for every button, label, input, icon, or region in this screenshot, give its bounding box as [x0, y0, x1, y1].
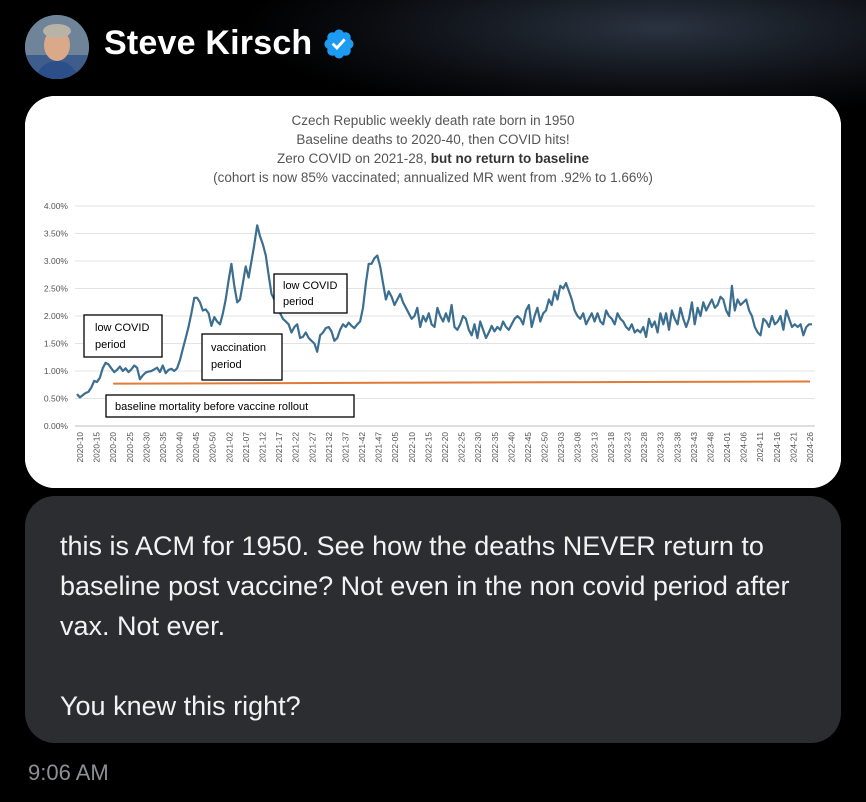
x-tick-label: 2023-33: [656, 432, 666, 463]
x-tick-label: 2023-28: [639, 432, 649, 463]
chart-title-line-1: Czech Republic weekly death rate born in…: [292, 113, 575, 128]
x-tick-label: 2023-38: [672, 432, 682, 463]
x-tick-label: 2021-22: [291, 432, 301, 463]
message-text: this is ACM for 1950. See how the deaths…: [60, 531, 790, 721]
x-tick-label: 2023-43: [689, 432, 699, 463]
chart-title-line-4: (cohort is now 85% vaccinated; annualize…: [213, 170, 653, 185]
x-tick-label: 2024-06: [739, 432, 749, 463]
annotation-text: low COVID: [95, 322, 149, 334]
annotation-low-covid-2: low COVID period: [273, 273, 348, 314]
x-tick-label: 2021-47: [374, 432, 384, 463]
annotation-text: period: [283, 296, 314, 308]
chart-series: [76, 224, 812, 399]
x-tick-label: 2020-40: [175, 432, 185, 463]
x-tick-label: 2023-23: [623, 432, 633, 463]
annotation-low-covid-1: low COVID period: [83, 314, 163, 358]
x-tick-label: 2022-15: [423, 432, 433, 463]
y-tick-label: 0.00%: [44, 421, 69, 431]
y-tick-label: 1.00%: [44, 366, 69, 376]
x-tick-label: 2020-10: [75, 432, 85, 463]
x-tick-label: 2022-40: [506, 432, 516, 463]
x-tick-label: 2022-45: [523, 432, 533, 463]
author-name[interactable]: Steve Kirsch: [104, 24, 313, 62]
x-tick-label: 2021-17: [274, 432, 284, 463]
annotation-vaccination: vaccination period: [201, 333, 283, 381]
y-tick-label: 2.50%: [44, 284, 69, 294]
chart-title-line-2: Baseline deaths to 2020-40, then COVID h…: [296, 132, 569, 147]
annotation-baseline: baseline mortality before vaccine rollou…: [105, 394, 355, 418]
x-tick-label: 2022-30: [473, 432, 483, 463]
x-tick-label: 2023-18: [606, 432, 616, 463]
chart: Czech Republic weekly death rate born in…: [25, 96, 841, 488]
y-tick-label: 1.50%: [44, 339, 69, 349]
chart-title-line-3: Zero COVID on 2021-28, but no return to …: [277, 151, 590, 166]
y-tick-label: 3.50%: [44, 229, 69, 239]
x-tick-label: 2022-10: [407, 432, 417, 463]
x-tick-label: 2021-37: [340, 432, 350, 463]
avatar[interactable]: [25, 15, 89, 79]
x-axis-ticks: 2020-10 2020-15 2020-20 2020-25 2020-30 2020-…: [75, 432, 815, 463]
verified-badge-icon: [324, 28, 354, 59]
x-tick-label: 2024-21: [788, 432, 798, 463]
chart-image[interactable]: Czech Republic weekly death rate born in…: [25, 96, 841, 488]
y-tick-label: 2.00%: [44, 311, 69, 321]
x-tick-label: 2023-03: [556, 432, 566, 463]
x-tick-label: 2021-07: [241, 432, 251, 463]
x-tick-label: 2024-26: [805, 432, 815, 463]
chart-gridlines: [75, 205, 815, 427]
x-tick-label: 2020-25: [125, 432, 135, 463]
x-tick-label: 2023-08: [573, 432, 583, 463]
x-tick-label: 2020-50: [208, 432, 218, 463]
x-tick-label: 2021-42: [357, 432, 367, 463]
x-tick-label: 2024-11: [755, 432, 765, 462]
annotation-text: low COVID: [283, 280, 337, 292]
chart-title-line-3-regular: Zero COVID on 2021-28,: [277, 151, 431, 166]
x-tick-label: 2023-48: [705, 432, 715, 463]
x-tick-label: 2020-15: [92, 432, 102, 463]
x-tick-label: 2024-16: [772, 432, 782, 463]
x-tick-label: 2022-25: [457, 432, 467, 463]
x-tick-label: 2022-05: [390, 432, 400, 463]
x-tick-label: 2023-13: [589, 432, 599, 463]
x-tick-label: 2022-50: [540, 432, 550, 463]
annotation-text: vaccination: [211, 342, 266, 354]
x-tick-label: 2021-12: [258, 432, 268, 463]
y-tick-label: 4.00%: [44, 201, 69, 211]
message-bubble[interactable]: this is ACM for 1950. See how the deaths…: [25, 496, 841, 743]
post-header: Steve Kirsch: [104, 24, 356, 63]
x-tick-label: 2021-27: [307, 432, 317, 463]
chart-title-line-3-bold: but no return to baseline: [431, 151, 590, 166]
annotation-text: period: [211, 359, 242, 371]
y-axis-ticks: 0.00% 0.50% 1.00% 1.50% 2.00% 2.50% 3.00% 3.50%…: [44, 201, 69, 431]
y-tick-label: 3.00%: [44, 256, 69, 266]
annotation-text: period: [95, 339, 126, 351]
x-tick-label: 2020-35: [158, 432, 168, 463]
death-rate-series-line: [76, 224, 812, 399]
x-tick-label: 2024-01: [722, 432, 732, 463]
baseline-series-line: [113, 380, 811, 385]
x-tick-label: 2022-20: [440, 432, 450, 463]
y-tick-label: 0.50%: [44, 394, 69, 404]
x-tick-label: 2020-30: [141, 432, 151, 463]
x-tick-label: 2022-35: [490, 432, 500, 463]
x-tick-label: 2021-02: [224, 432, 234, 463]
annotation-text: baseline mortality before vaccine rollou…: [115, 401, 308, 413]
x-tick-label: 2020-20: [108, 432, 118, 463]
timestamp: 9:06 AM: [28, 760, 109, 785]
x-tick-label: 2021-32: [324, 432, 334, 463]
x-tick-label: 2020-45: [191, 432, 201, 463]
